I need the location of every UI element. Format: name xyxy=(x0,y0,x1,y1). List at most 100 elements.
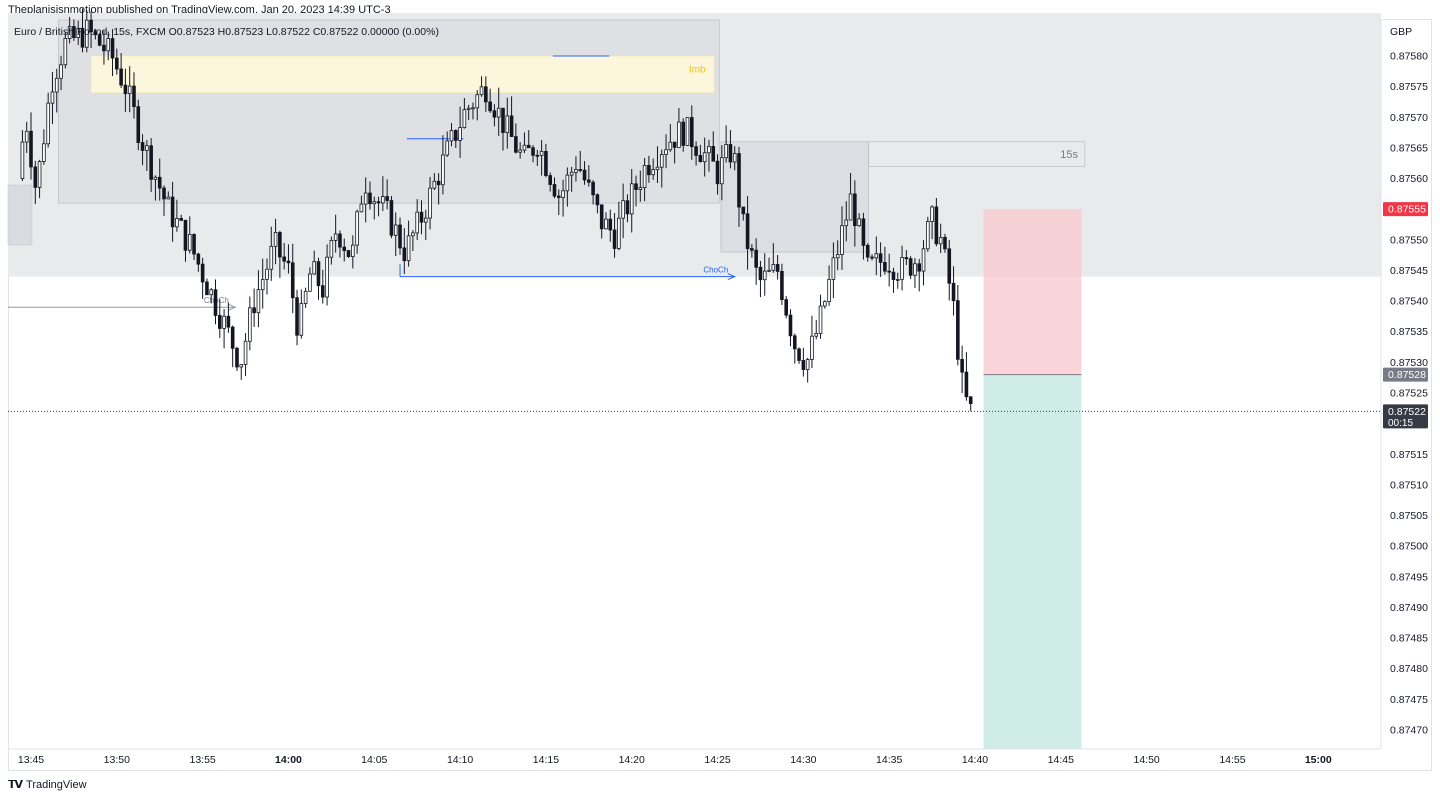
candle-body xyxy=(814,333,819,337)
candle-body xyxy=(617,217,621,249)
price-label-text: 0.87555 xyxy=(1388,204,1426,216)
candle-body xyxy=(333,233,338,241)
candle-body xyxy=(355,211,359,246)
candle-body xyxy=(496,107,501,118)
candle-body xyxy=(509,115,514,137)
candle-body xyxy=(29,130,33,168)
symbol-legend[interactable]: Euro / British Pound, 15s, FXCM O0.87523… xyxy=(14,26,439,38)
candle-body xyxy=(857,218,861,227)
candle-body xyxy=(119,68,123,86)
candle-body xyxy=(659,154,664,168)
y-tick-label: 0.87535 xyxy=(1390,326,1428,338)
candle-body xyxy=(655,166,660,171)
y-tick-label: 0.87490 xyxy=(1390,602,1428,614)
candle-body xyxy=(895,278,900,281)
candle-body xyxy=(239,364,244,368)
candle-body xyxy=(389,200,394,236)
candle-body xyxy=(222,315,226,329)
candle-body xyxy=(565,174,570,192)
candle-body xyxy=(767,269,771,272)
candle-body xyxy=(192,233,196,255)
candle-body xyxy=(853,193,857,227)
candle-body xyxy=(72,26,76,38)
y-tick-label: 0.87525 xyxy=(1390,388,1428,400)
candle-body xyxy=(870,256,874,259)
candle-body xyxy=(37,161,42,188)
y-tick-label: 0.87480 xyxy=(1390,663,1428,675)
candles-layer xyxy=(20,8,973,411)
y-tick-label: 0.87470 xyxy=(1390,725,1428,737)
candle-body xyxy=(286,260,291,264)
x-tick-label: 14:35 xyxy=(876,754,902,766)
candle-body xyxy=(484,86,488,103)
candle-body xyxy=(775,264,780,272)
choch-label-blue: ChoCh xyxy=(703,266,728,275)
x-tick-label: 13:45 xyxy=(18,754,44,766)
candle-body xyxy=(750,248,754,251)
candle-body xyxy=(702,152,707,163)
candle-body xyxy=(608,218,613,231)
candle-body xyxy=(213,289,218,316)
candle-body xyxy=(587,179,591,183)
tradingview-footer[interactable]: 𝗧𝗩 TradingView xyxy=(8,778,87,792)
candle-body xyxy=(638,187,643,190)
candle-body xyxy=(732,153,737,163)
candle-body xyxy=(720,157,724,185)
price-chart[interactable]: Imb15sChoChChoCh0.875800.875750.875700.8… xyxy=(0,0,1440,780)
candle-body xyxy=(917,263,922,272)
candle-body xyxy=(715,160,720,185)
price-label-text: 0.87528 xyxy=(1388,369,1426,381)
candle-body xyxy=(951,282,956,302)
price-label-bg xyxy=(1383,367,1428,382)
target-zone xyxy=(983,374,1082,749)
candle-body xyxy=(552,184,557,197)
candle-body xyxy=(325,256,329,298)
candle-body xyxy=(149,145,153,180)
publish-info: Theplanisisnmotion published on TradingV… xyxy=(8,4,391,16)
y-tick-label: 0.87570 xyxy=(1390,112,1428,124)
candle-body xyxy=(157,176,162,189)
candle-body xyxy=(827,278,831,303)
candle-body xyxy=(428,187,432,219)
candle-body xyxy=(771,264,776,271)
candle-body xyxy=(303,290,308,304)
candle-body xyxy=(376,201,381,204)
candle-body xyxy=(342,246,347,251)
candle-body xyxy=(196,253,201,265)
candle-body xyxy=(359,203,364,213)
candle-body xyxy=(578,169,583,171)
candle-body xyxy=(127,85,132,95)
candle-body xyxy=(205,281,209,296)
candle-body xyxy=(278,232,282,258)
candle-body xyxy=(926,221,930,250)
entry-price-label: 0.87528 xyxy=(1383,367,1428,382)
candle-body xyxy=(488,101,492,112)
choch-arrow-grey xyxy=(228,303,237,311)
candle-body xyxy=(441,154,445,186)
candle-body xyxy=(411,232,415,237)
candle-body xyxy=(466,107,471,110)
candle-body xyxy=(741,206,746,215)
candle-body xyxy=(522,144,527,151)
candle-body xyxy=(166,196,171,200)
x-tick-label: 15:00 xyxy=(1305,754,1332,766)
candle-body xyxy=(690,117,694,148)
candle-body xyxy=(535,154,540,157)
candle-body xyxy=(458,127,462,141)
candle-body xyxy=(290,262,295,299)
candle-body xyxy=(758,266,763,281)
candle-body xyxy=(840,225,844,255)
candle-body xyxy=(273,232,278,247)
candle-body xyxy=(381,196,385,204)
y-tick-label: 0.87565 xyxy=(1390,142,1428,154)
candle-body xyxy=(102,44,106,52)
candle-body xyxy=(604,218,608,230)
candle-body xyxy=(346,250,351,257)
candle-body xyxy=(707,145,711,154)
candle-body xyxy=(406,235,411,262)
x-tick-label: 14:45 xyxy=(1048,754,1074,766)
candle-body xyxy=(943,236,947,250)
candle-body xyxy=(797,348,801,361)
candle-body xyxy=(947,248,952,284)
